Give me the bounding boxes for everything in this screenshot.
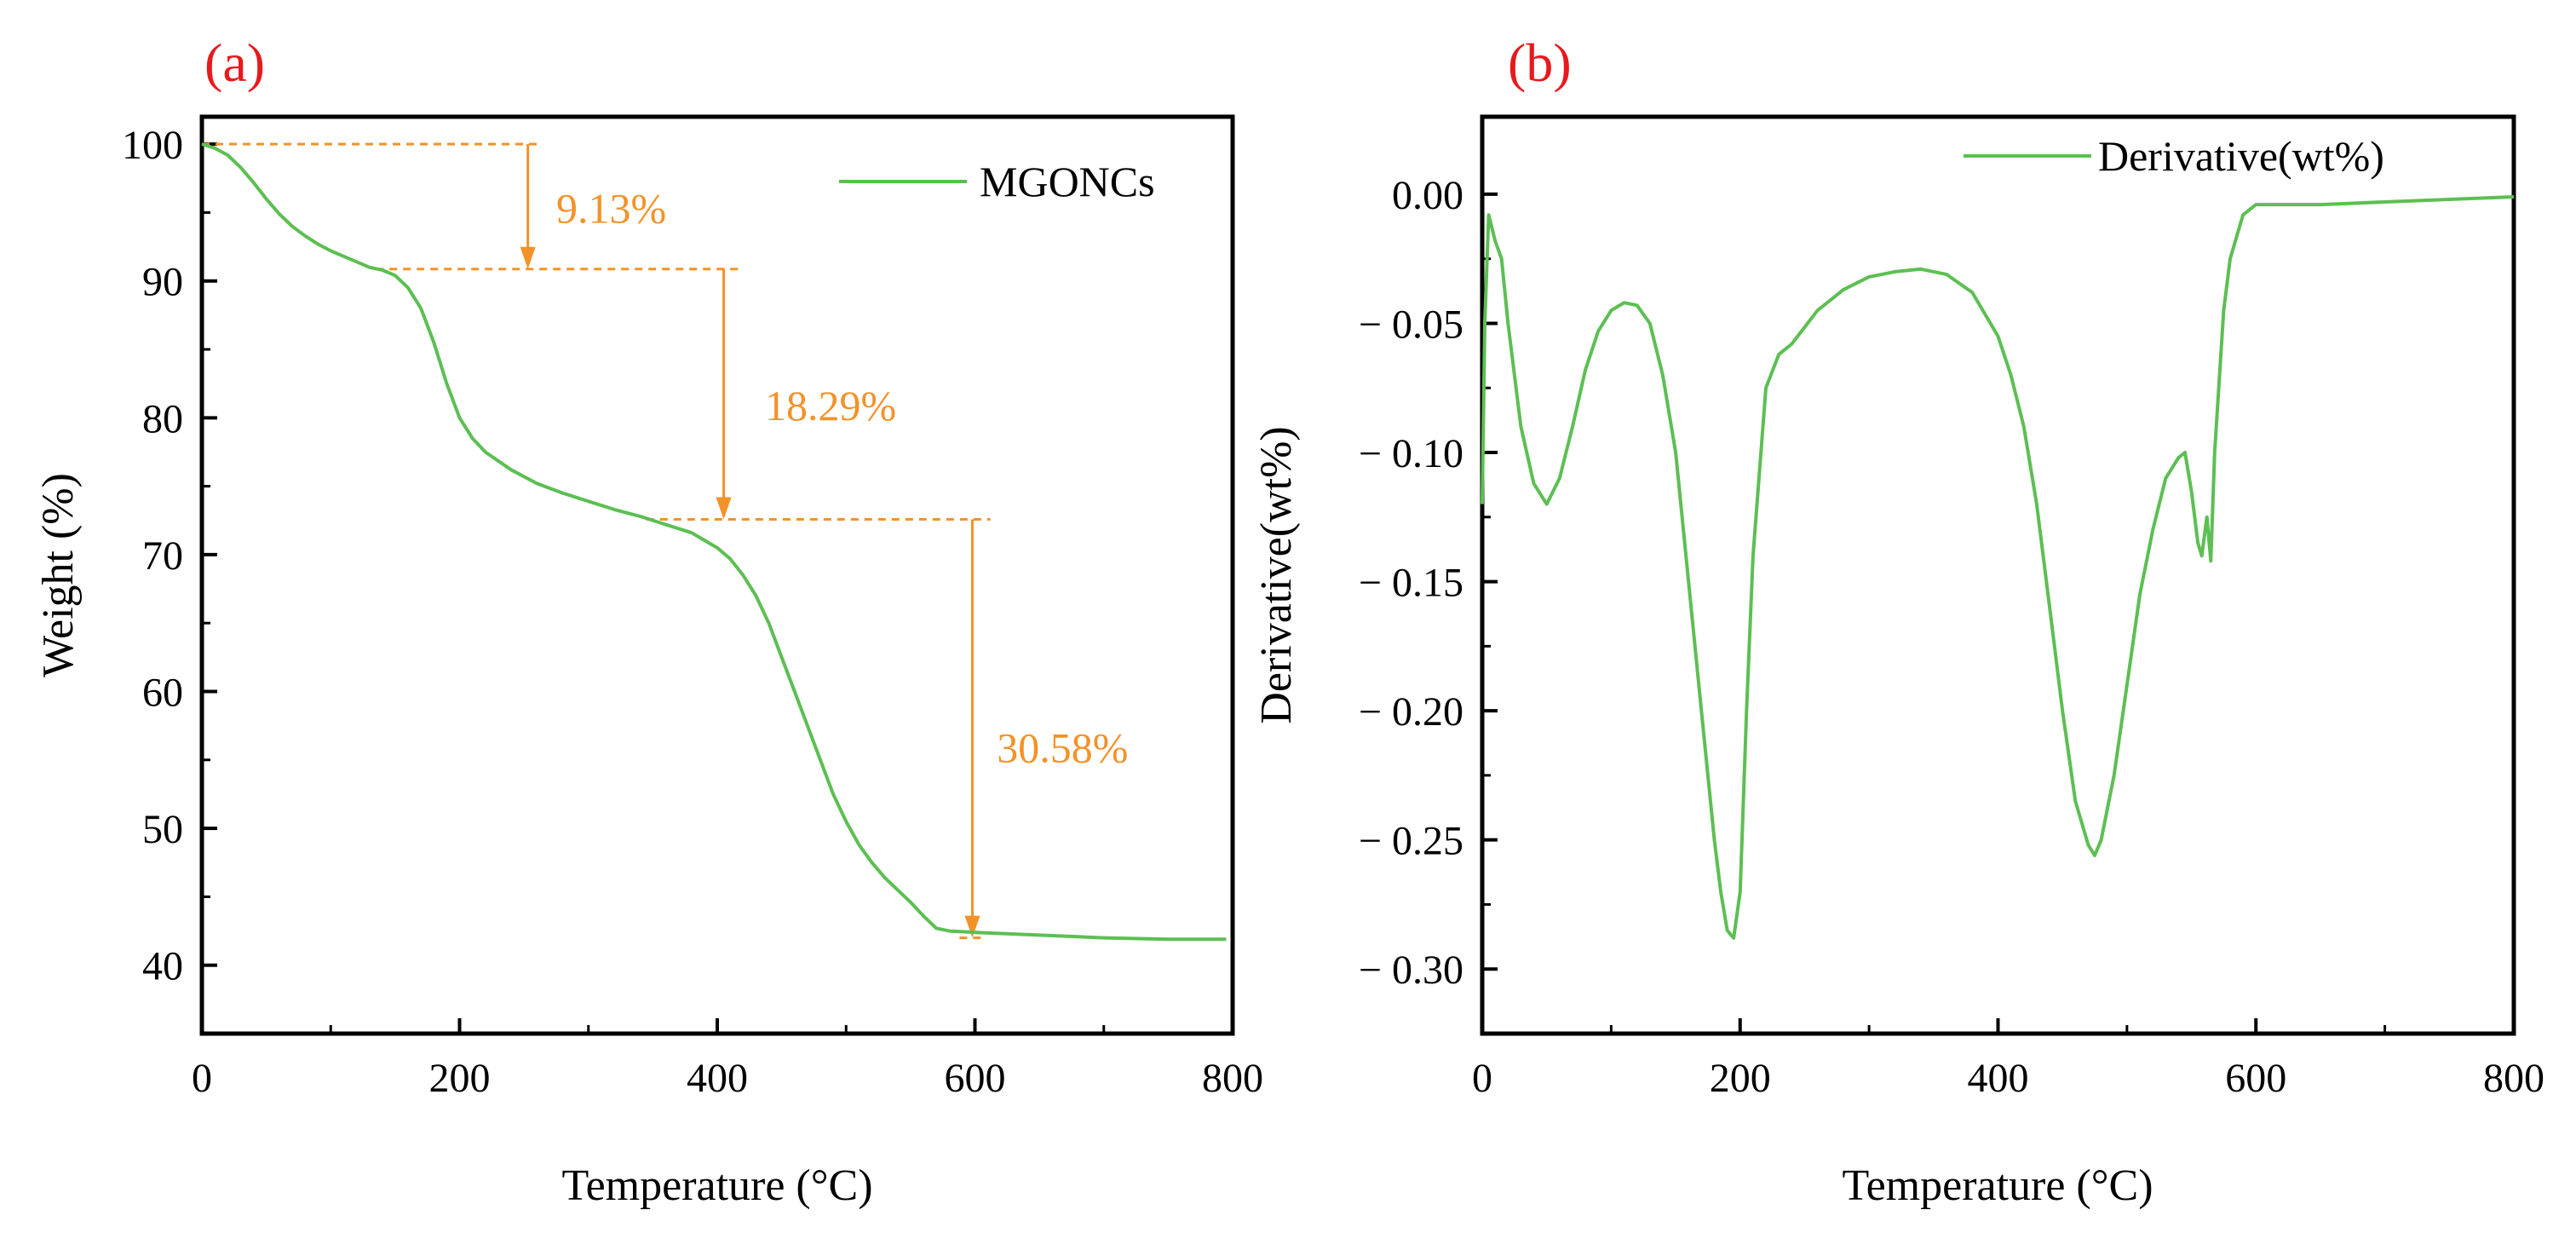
panel-b-y-ticks: 0.00 − 0.05 − 0.10 − 0.15 − 0.20 − 0.25 − 0.30 xyxy=(1359,173,1498,993)
panel-b-legend-label: Derivative(wt%) xyxy=(2098,132,2384,180)
panel-a-legend-label: MGONCs xyxy=(980,158,1155,205)
panel-a-x-tick-label: 800 xyxy=(1202,1056,1263,1101)
panel-a-label: (a) xyxy=(204,32,265,93)
panel-b-y-tick-label: − 0.10 xyxy=(1359,431,1463,476)
panel-a-y-axis-title: Weight (%) xyxy=(34,473,83,677)
annotation-label: 30.58% xyxy=(997,723,1128,771)
panel-a-y-tick-label: 60 xyxy=(142,671,183,716)
annotation-label: 9.13% xyxy=(556,185,666,233)
panel-a-y-tick-label: 100 xyxy=(122,123,183,168)
panel-a: (a) 0 200 400 600 800 40 50 60 70 80 90 100 9.13% 1… xyxy=(34,32,1263,1210)
panel-a-x-tick-label: 0 xyxy=(192,1056,212,1101)
annotation-label: 18.29% xyxy=(765,382,896,429)
panel-b-y-tick-label: − 0.30 xyxy=(1359,948,1463,993)
panel-a-series-line xyxy=(201,142,1227,942)
panel-a-x-axis-title: Temperature (°C) xyxy=(561,1161,872,1210)
panel-b-series-line xyxy=(1481,195,2515,940)
panel-b-x-tick-label: 800 xyxy=(2483,1056,2544,1101)
panel-b-y-tick-label: − 0.15 xyxy=(1359,561,1463,606)
panel-a-x-ticks: 0 200 400 600 800 xyxy=(192,1018,1263,1101)
panel-b-y-tick-label: − 0.05 xyxy=(1359,302,1463,347)
panel-a-y-ticks: 40 50 60 70 80 90 100 xyxy=(122,123,217,989)
panel-b-x-tick-label: 200 xyxy=(1710,1056,1771,1101)
panel-b-y-tick-label: − 0.20 xyxy=(1359,689,1463,735)
panel-a-y-tick-label: 40 xyxy=(142,944,183,989)
panel-a-plot-frame xyxy=(199,114,1235,1036)
panel-b-x-tick-label: 0 xyxy=(1472,1056,1492,1101)
panel-b-y-axis-title: Derivative(wt%) xyxy=(1252,426,1301,723)
panel-b-x-axis-title: Temperature (°C) xyxy=(1842,1161,2153,1210)
panel-a-x-tick-label: 600 xyxy=(945,1056,1006,1101)
panel-b-x-tick-label: 600 xyxy=(2225,1056,2286,1101)
panel-a-x-tick-label: 400 xyxy=(687,1056,748,1101)
panel-b-y-tick-label: − 0.25 xyxy=(1359,819,1463,864)
panel-b: (b) 0 200 400 600 800 0.00 − 0.05 − 0.10 − 0.15… xyxy=(1252,32,2544,1210)
panel-b-label: (b) xyxy=(1508,32,1572,93)
panel-b-x-ticks: 0 200 400 600 800 xyxy=(1472,1018,2544,1101)
annotation-arrow-head xyxy=(964,915,980,938)
panel-a-x-tick-label: 200 xyxy=(429,1056,491,1101)
panel-a-y-tick-label: 80 xyxy=(142,396,183,441)
annotation-arrow-head xyxy=(716,497,732,520)
panel-a-y-tick-label: 70 xyxy=(142,533,183,579)
annotation-arrow-head xyxy=(520,246,536,269)
panel-b-y-tick-label: 0.00 xyxy=(1392,173,1463,218)
panel-a-y-tick-label: 50 xyxy=(142,807,183,852)
panel-b-x-tick-label: 400 xyxy=(1968,1056,2029,1101)
panel-a-annotations: 9.13% 18.29% 30.58% xyxy=(202,142,1128,940)
panel-a-y-tick-label: 90 xyxy=(142,260,183,305)
panel-b-plot-frame xyxy=(1480,114,2516,1036)
